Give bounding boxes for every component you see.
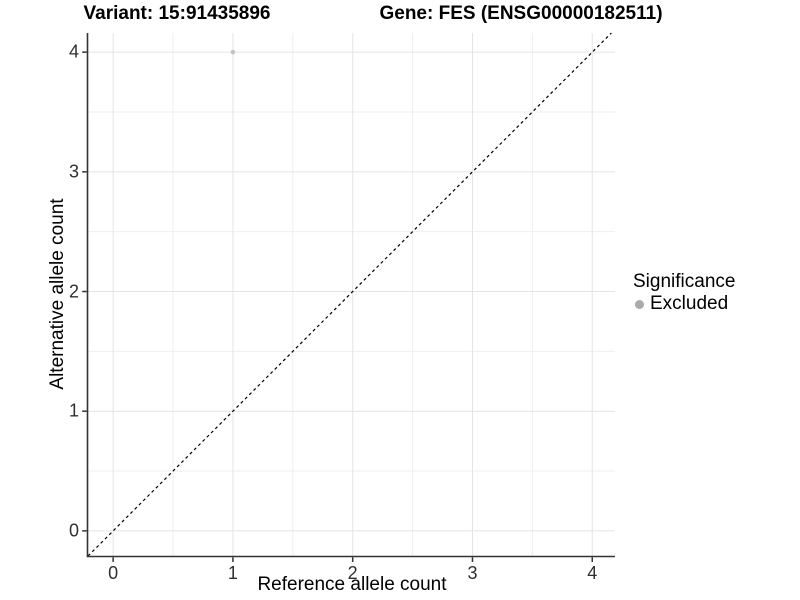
excluded-point-icon (635, 299, 644, 309)
gene-title: Gene: FES (ENSG00000182511) (379, 3, 663, 24)
x-tick-label: 1 (227, 563, 238, 583)
data-point (230, 49, 236, 55)
x-tick-label: 3 (467, 563, 478, 583)
x-tick-label: 0 (108, 563, 119, 583)
legend-item-excluded: Excluded (628, 293, 735, 315)
x-tick-label: 2 (347, 563, 358, 583)
x-tick-label: 4 (587, 563, 598, 583)
y-tick-label: 4 (68, 41, 79, 62)
x-axis-title: Reference allele count (257, 574, 447, 595)
y-tick-label: 0 (68, 520, 79, 541)
legend: Significance Excluded (628, 271, 735, 315)
y-tick-label: 2 (68, 281, 79, 301)
variant-title: Variant: 15:91435896 (83, 3, 271, 24)
y-axis-title: Alternative allele count (47, 198, 68, 390)
identity-reference-line (87, 32, 612, 557)
legend-item-label: Excluded (650, 293, 729, 314)
legend-title: Significance (633, 271, 736, 292)
y-tick-label: 1 (68, 400, 79, 421)
y-tick-label: 3 (68, 161, 79, 182)
